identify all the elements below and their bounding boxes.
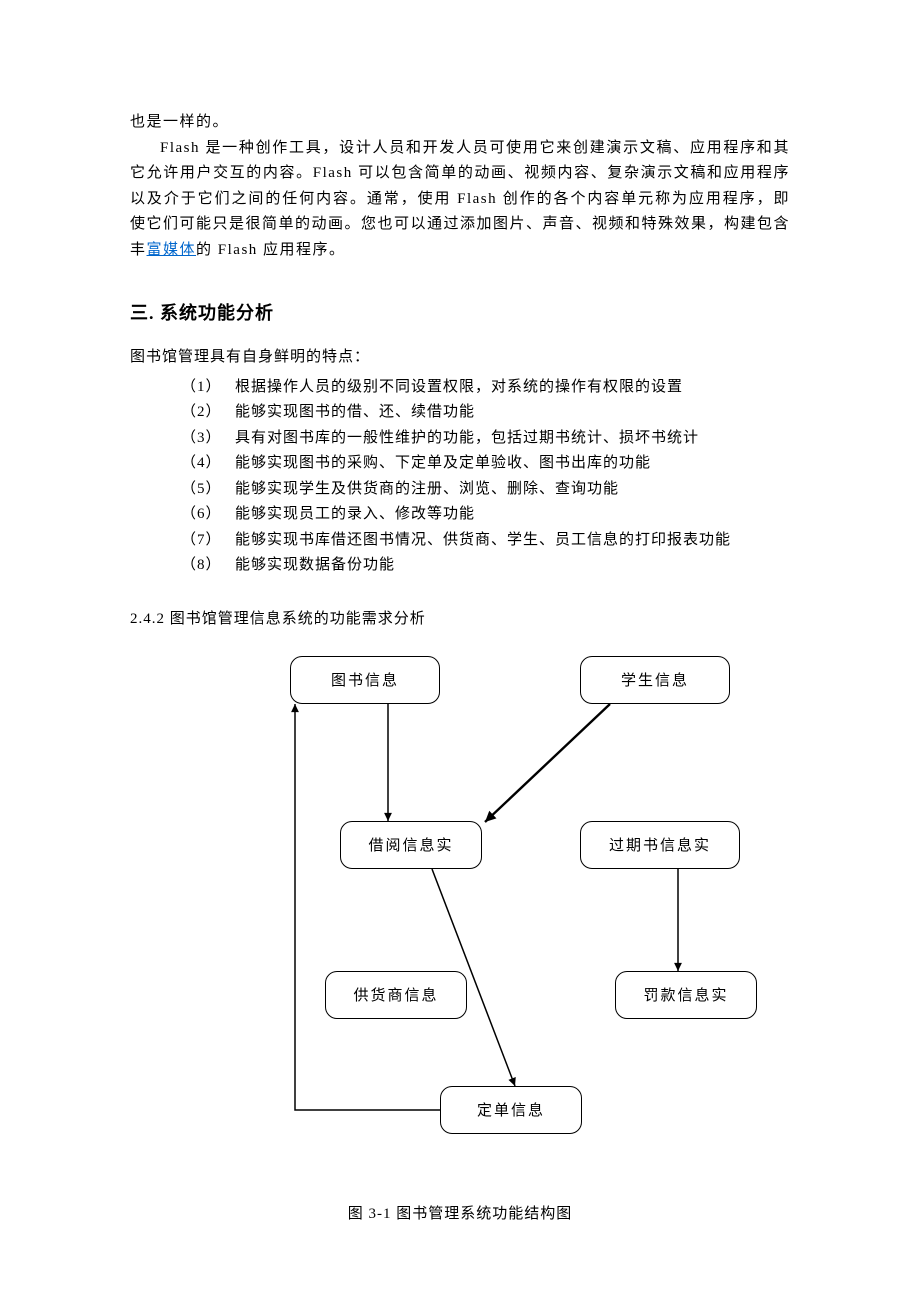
list-num: （6） <box>181 502 235 528</box>
function-structure-diagram: 图书信息 学生信息借阅信息实 过期书信息实供货商信息 罚款信息实定单信息 <box>210 646 760 1166</box>
list-item: （8）能够实现数据备份功能 <box>130 553 790 579</box>
list-item: （5）能够实现学生及供货商的注册、浏览、删除、查询功能 <box>130 477 790 503</box>
node-supplier-info: 供货商信息 <box>325 971 467 1019</box>
list-text: 能够实现学生及供货商的注册、浏览、删除、查询功能 <box>235 477 619 503</box>
list-num: （7） <box>181 528 235 554</box>
list-num: （4） <box>181 451 235 477</box>
node-borrow-info: 借阅信息实 <box>340 821 482 869</box>
node-student-info: 学生信息 <box>580 656 730 704</box>
list-text: 能够实现数据备份功能 <box>235 553 395 579</box>
rich-media-link[interactable]: 富媒体 <box>147 242 197 258</box>
list-num: （1） <box>181 375 235 401</box>
list-item: （3）具有对图书库的一般性维护的功能，包括过期书统计、损坏书统计 <box>130 426 790 452</box>
paragraph-flash-prefix: Flash 是一种创作工具，设计人员和开发人员可使用它来创建演示文稿、应用程序和… <box>130 140 790 258</box>
list-num: （8） <box>181 553 235 579</box>
section-intro: 图书馆管理具有自身鲜明的特点： <box>130 345 790 371</box>
node-book-info: 图书信息 <box>290 656 440 704</box>
node-fine-info: 罚款信息实 <box>615 971 757 1019</box>
paragraph-flash-suffix: 的 Flash 应用程序。 <box>196 242 346 258</box>
list-item: （4）能够实现图书的采购、下定单及定单验收、图书出库的功能 <box>130 451 790 477</box>
list-text: 能够实现图书的借、还、续借功能 <box>235 400 475 426</box>
subsection-title: 2.4.2 图书馆管理信息系统的功能需求分析 <box>130 607 790 628</box>
list-text: 具有对图书库的一般性维护的功能，包括过期书统计、损坏书统计 <box>235 426 699 452</box>
paragraph-flash: Flash 是一种创作工具，设计人员和开发人员可使用它来创建演示文稿、应用程序和… <box>130 136 790 264</box>
list-text: 能够实现图书的采购、下定单及定单验收、图书出库的功能 <box>235 451 651 477</box>
list-text: 能够实现书库借还图书情况、供货商、学生、员工信息的打印报表功能 <box>235 528 731 554</box>
paragraph-continuation: 也是一样的。 <box>130 110 790 136</box>
list-item: （1）根据操作人员的级别不同设置权限，对系统的操作有权限的设置 <box>130 375 790 401</box>
list-num: （3） <box>181 426 235 452</box>
section-title: 三. 系统功能分析 <box>130 299 790 325</box>
list-text: 能够实现员工的录入、修改等功能 <box>235 502 475 528</box>
list-num: （5） <box>181 477 235 503</box>
node-overdue-info: 过期书信息实 <box>580 821 740 869</box>
document-page: 也是一样的。 Flash 是一种创作工具，设计人员和开发人员可使用它来创建演示文… <box>0 0 920 1302</box>
node-order-info: 定单信息 <box>440 1086 582 1134</box>
list-item: （7）能够实现书库借还图书情况、供货商、学生、员工信息的打印报表功能 <box>130 528 790 554</box>
figure-caption: 图 3-1 图书管理系统功能结构图 <box>130 1202 790 1223</box>
feature-list: （1）根据操作人员的级别不同设置权限，对系统的操作有权限的设置 （2）能够实现图… <box>130 375 790 579</box>
list-item: （6）能够实现员工的录入、修改等功能 <box>130 502 790 528</box>
list-text: 根据操作人员的级别不同设置权限，对系统的操作有权限的设置 <box>235 375 683 401</box>
list-item: （2）能够实现图书的借、还、续借功能 <box>130 400 790 426</box>
list-num: （2） <box>181 400 235 426</box>
